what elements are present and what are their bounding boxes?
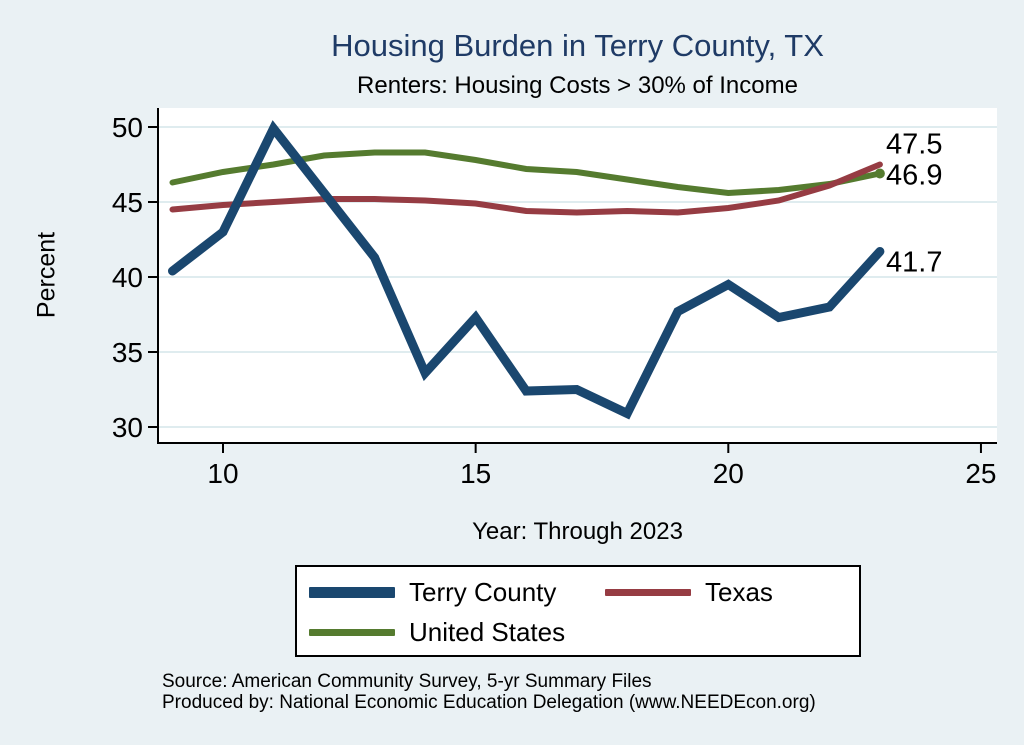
legend-label-terry-county: Terry County xyxy=(409,576,557,607)
x-tick-label-15: 15 xyxy=(460,458,491,489)
y-tick-label-50: 50 xyxy=(112,112,143,143)
y-tick-label-40: 40 xyxy=(112,262,143,293)
terry-county-line xyxy=(168,120,885,420)
x-tick-label-20: 20 xyxy=(713,458,744,489)
united-states-end-value-label: 46.9 xyxy=(886,159,943,192)
united-states-end-marker xyxy=(874,168,885,179)
legend-item-texas: Texas xyxy=(605,577,773,607)
legend-label-texas: Texas xyxy=(705,576,773,607)
terry-county-line-swatch xyxy=(309,586,395,598)
texas-line xyxy=(169,161,883,216)
y-tick-label-30: 30 xyxy=(112,412,143,443)
source-note: Source: American Community Survey, 5-yr … xyxy=(162,671,816,713)
legend: Terry County Texas United States xyxy=(295,565,861,657)
x-tick-label-25: 25 xyxy=(965,458,996,489)
texas-end-value-label: 47.5 xyxy=(886,128,943,161)
legend-item-terry-county: Terry County xyxy=(309,577,556,607)
united-states-line-swatch xyxy=(309,628,395,636)
y-tick-label-35: 35 xyxy=(112,337,143,368)
texas-line-swatch xyxy=(605,588,691,596)
x-axis-title: Year: Through 2023 xyxy=(472,518,683,545)
legend-label-united-states: United States xyxy=(409,616,566,647)
chart-subtitle: Renters: Housing Costs > 30% of Income xyxy=(357,72,798,99)
y-tick-label-45: 45 xyxy=(112,187,143,218)
produced-by-line: Produced by: National Economic Education… xyxy=(162,692,816,713)
chart-title: Housing Burden in Terry County, TX xyxy=(331,28,824,63)
plot-area: 50 45 40 35 30 10 15 20 25 xyxy=(112,108,997,489)
x-tick-label-10: 10 xyxy=(207,458,238,489)
y-axis-title: Percent xyxy=(32,231,61,319)
terry-county-end-value-label: 41.7 xyxy=(886,246,943,279)
united-states-line xyxy=(169,149,883,197)
source-line: Source: American Community Survey, 5-yr … xyxy=(162,671,652,692)
legend-item-united-states: United States xyxy=(309,617,565,647)
